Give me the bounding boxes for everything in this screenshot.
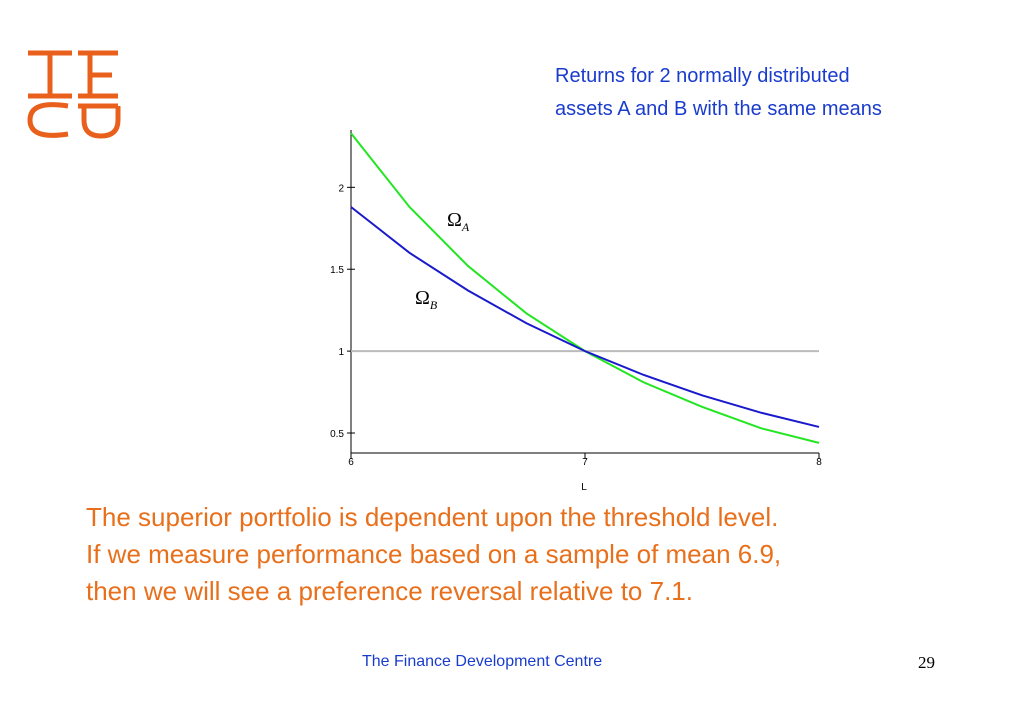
x-tick-label: 8 bbox=[816, 457, 822, 468]
chart-title: assets A and B with the same means bbox=[555, 98, 882, 120]
y-tick-label: 1.5 bbox=[330, 265, 344, 276]
series-label-symbol: Ω bbox=[447, 209, 462, 231]
caption: then we will see a preference reversal r… bbox=[86, 576, 693, 606]
footer: The Finance Development Centre bbox=[362, 653, 602, 670]
x-tick-label: 7 bbox=[582, 457, 588, 468]
logo bbox=[27, 50, 121, 139]
caption: If we measure performance based on a sam… bbox=[86, 539, 781, 569]
series-label: ΩA bbox=[447, 209, 470, 234]
x-tick-label: 6 bbox=[348, 457, 354, 468]
y-tick-label: 0.5 bbox=[330, 429, 344, 440]
series-label-subscript: A bbox=[461, 220, 470, 234]
series-label-subscript: B bbox=[430, 298, 438, 312]
caption: The superior portfolio is dependent upon… bbox=[86, 502, 778, 532]
series-line bbox=[350, 206, 820, 428]
chart-title: Returns for 2 normally distributed bbox=[555, 65, 850, 87]
y-tick-label: 2 bbox=[338, 183, 344, 194]
series-label: ΩB bbox=[415, 287, 438, 312]
series-label-symbol: Ω bbox=[415, 287, 430, 309]
x-axis-label: L bbox=[581, 482, 587, 493]
page-number: 29 bbox=[918, 653, 935, 672]
y-tick-label: 1 bbox=[338, 347, 344, 358]
